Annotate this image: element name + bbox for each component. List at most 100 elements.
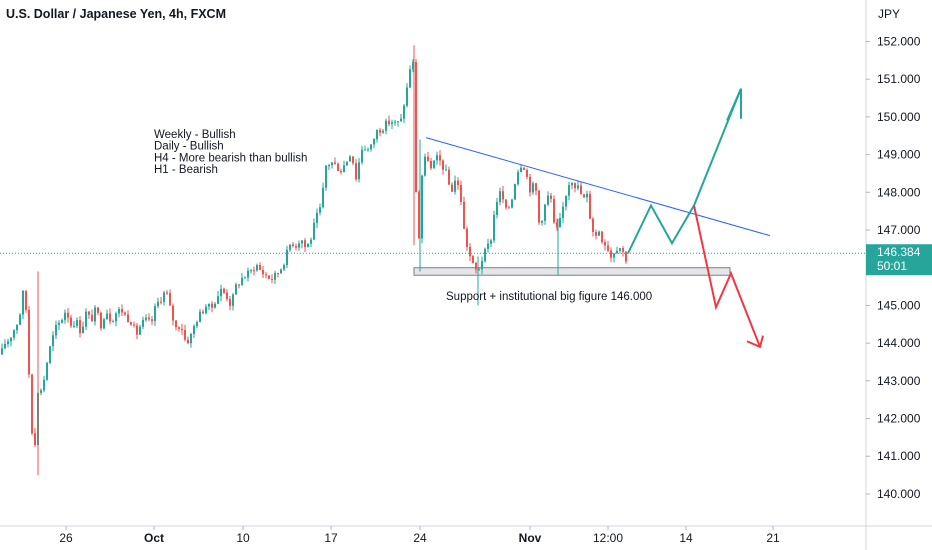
candle-body (613, 253, 615, 258)
candle-body (514, 184, 516, 200)
candle-body (172, 305, 174, 321)
candle-body (4, 344, 6, 349)
bias-annotation-line: H4 - More bearish than bullish (154, 152, 307, 164)
candle-body (265, 274, 267, 276)
support-zone-box (413, 267, 731, 276)
candle-body (382, 130, 384, 133)
candle-body (448, 169, 450, 185)
candle-body (523, 167, 525, 170)
candle-body (535, 183, 537, 191)
candle-body (241, 277, 243, 285)
candle-body (19, 314, 21, 325)
support-zone[interactable] (413, 267, 731, 276)
candle-body (283, 265, 285, 270)
candle-body (31, 374, 33, 434)
candle-body (424, 156, 426, 176)
candle-body (562, 206, 564, 218)
candle-body (100, 312, 102, 329)
candle-body (1, 348, 3, 355)
candle-body (295, 246, 297, 248)
candle-body (268, 275, 270, 279)
time-axis[interactable]: 26 Oct 10 17 24 Nov 12:00 14 21 (0, 525, 932, 545)
candle-body (604, 242, 606, 246)
candle-body (226, 292, 228, 300)
candle-body (577, 185, 579, 189)
candle-body (25, 290, 27, 310)
candle-body (451, 184, 453, 192)
time-tick-label: Oct (144, 531, 164, 545)
candle-body (430, 160, 432, 169)
candle-body (370, 144, 372, 150)
candle-body (454, 180, 456, 192)
candle-body (277, 272, 279, 274)
candle-body (355, 163, 357, 180)
chart-title: U.S. Dollar / Japanese Yen, 4h, FXCM (6, 7, 226, 21)
time-tick-label: 17 (324, 531, 338, 545)
price-tick-label: 142.000 (877, 412, 921, 426)
price-axis[interactable]: JPY 140.000 141.000 142.000 143.000 144.000 14… (865, 0, 932, 550)
candle-body (121, 308, 123, 313)
candle-body (553, 198, 555, 223)
price-tick-label: 143.000 (877, 374, 921, 388)
candle-body (547, 195, 549, 205)
candle-body (610, 250, 612, 258)
candle-body (199, 311, 201, 323)
candle-body (10, 337, 12, 342)
candle-body (85, 311, 87, 327)
candle-body (61, 320, 63, 323)
candle-body (421, 175, 423, 239)
current-price-tag (866, 244, 932, 276)
candle-body (67, 312, 69, 318)
candle-body (598, 231, 600, 236)
candle-body (487, 243, 489, 249)
candle-body (556, 222, 558, 228)
candle-body (70, 317, 72, 326)
candle-body (373, 139, 375, 145)
candle-body (343, 165, 345, 173)
projection-drawings[interactable] (425, 88, 771, 349)
candle-body (193, 326, 195, 335)
bias-annotation-line: Weekly - Bullish (154, 129, 236, 141)
candle-body (178, 327, 180, 329)
candle-body (166, 292, 168, 294)
candle-body (136, 325, 138, 335)
candle-body (253, 270, 255, 272)
current-price-value: 146.384 (877, 245, 921, 259)
candle-body (34, 433, 36, 445)
candle-body (169, 292, 171, 306)
price-tick-label: 150.000 (877, 110, 921, 124)
candle-body (142, 319, 144, 327)
price-tick-label: 144.000 (877, 336, 921, 350)
candle-body (568, 185, 570, 196)
candle-body (592, 218, 594, 232)
candle-body (310, 239, 312, 244)
candle-body (469, 246, 471, 257)
candle-body (478, 269, 480, 271)
candle-body (367, 149, 369, 151)
candle-body (190, 334, 192, 344)
candle-body (88, 311, 90, 315)
candle-body (328, 165, 330, 167)
candle-body (622, 248, 624, 252)
candle-body (280, 269, 282, 274)
candle-body (415, 62, 417, 193)
candle-body (304, 240, 306, 248)
support-annotation: Support + institutional big figure 146.0… (446, 291, 652, 303)
candle-body (391, 122, 393, 125)
candle-body (16, 324, 18, 331)
candle-body (529, 176, 531, 193)
time-tick-label: Nov (519, 531, 542, 545)
candle-body (154, 306, 156, 321)
candle-body (475, 262, 477, 270)
candle-body (625, 251, 627, 262)
candles[interactable] (1, 45, 627, 476)
candle-body (94, 307, 96, 322)
candle-body (544, 204, 546, 221)
candle-body (250, 270, 252, 272)
bias-annotation-line: H1 - Bearish (154, 164, 218, 176)
candle-body (394, 121, 396, 123)
candle-body (508, 207, 510, 209)
candle-body (493, 214, 495, 241)
candle-body (235, 284, 237, 295)
